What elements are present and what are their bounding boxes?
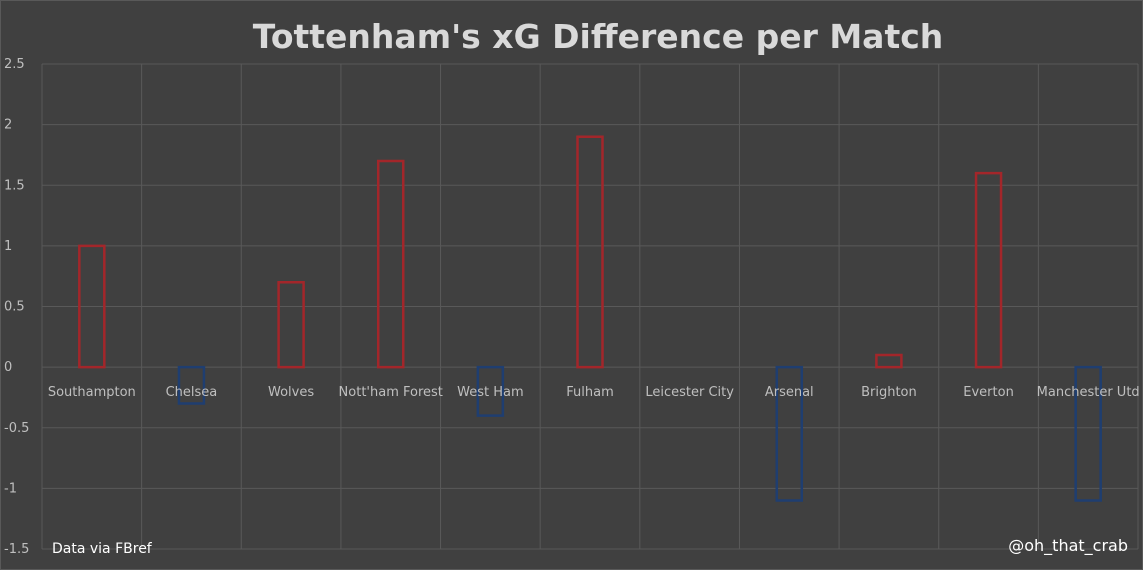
y-tick-label: 2 (4, 118, 12, 133)
x-tick-label: Arsenal (765, 385, 814, 400)
x-tick-label: Brighton (861, 385, 917, 400)
y-tick-label: 1.5 (4, 178, 25, 193)
bar (177, 365, 206, 405)
bar (277, 281, 305, 369)
bar (1074, 365, 1102, 502)
y-tick-label: -0.5 (4, 421, 29, 436)
bar (875, 353, 903, 369)
y-tick-label: 0 (4, 360, 12, 375)
bar (775, 365, 804, 502)
bar (974, 171, 1003, 369)
bar (376, 159, 405, 369)
source-note: Data via FBref (52, 541, 153, 557)
bar (78, 244, 106, 369)
bar (576, 135, 604, 369)
x-tick-label: Leicester City (645, 385, 734, 400)
bar (476, 365, 505, 417)
x-tick-label: Wolves (268, 385, 314, 400)
chart-title: Tottenham's xG Difference per Match (253, 17, 944, 56)
bar-layer (78, 135, 1102, 502)
x-tick-label: Southampton (48, 385, 136, 400)
x-tick-label: Chelsea (166, 385, 218, 400)
x-tick-label: Fulham (566, 385, 614, 400)
label-layer: 2.5 2 1.5 1 0.5 0 -0.5 -1 -1.5 Southampton Chelsea… (4, 57, 1140, 557)
x-tick-label: West Ham (457, 385, 524, 400)
x-tick-label: Nott'ham Forest (339, 385, 443, 400)
y-tick-label: 1 (4, 239, 12, 254)
y-tick-label: -1 (4, 481, 17, 496)
y-tick-label: 0.5 (4, 300, 25, 315)
x-tick-label: Everton (963, 385, 1014, 400)
x-tick-label: Manchester Utd (1037, 385, 1140, 400)
author-handle: @oh_that_crab (1008, 536, 1128, 556)
y-tick-label: -1.5 (4, 542, 29, 557)
y-tick-label: 2.5 (4, 57, 25, 72)
